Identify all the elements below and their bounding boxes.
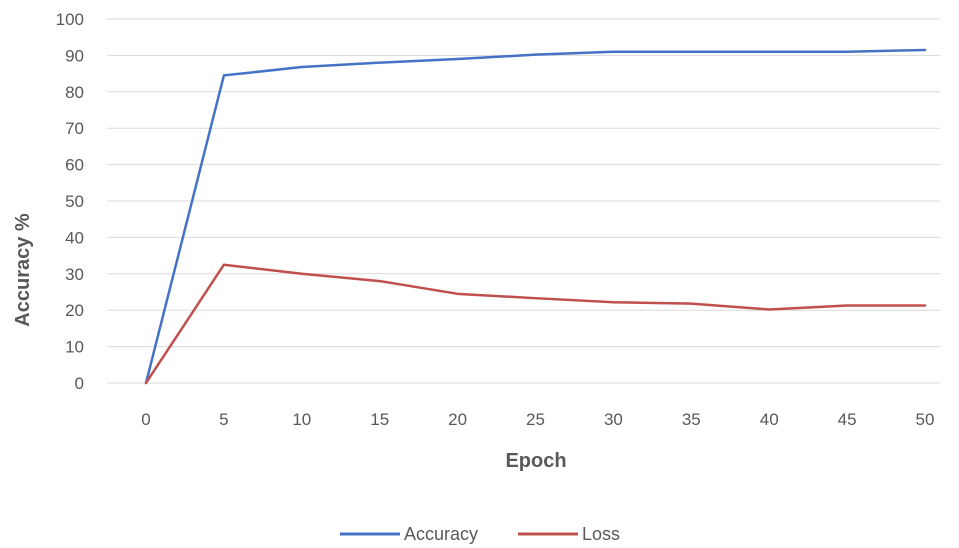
x-tick-label: 35 <box>682 410 701 429</box>
y-tick-label: 40 <box>65 228 84 247</box>
x-tick-label: 40 <box>760 410 779 429</box>
x-tick-label: 25 <box>526 410 545 429</box>
y-tick-label: 30 <box>65 265 84 284</box>
legend: Accuracy Loss <box>340 524 620 544</box>
x-tick-label: 15 <box>370 410 389 429</box>
y-tick-label: 50 <box>65 192 84 211</box>
legend-label-accuracy: Accuracy <box>404 524 478 544</box>
x-tick-label: 30 <box>604 410 623 429</box>
x-tick-label: 50 <box>916 410 935 429</box>
series-line-loss <box>144 263 927 385</box>
x-tick-label: 10 <box>292 410 311 429</box>
x-tick-label: 5 <box>219 410 228 429</box>
y-tick-label: 60 <box>65 156 84 175</box>
y-tick-label: 70 <box>65 119 84 138</box>
y-tick-label: 0 <box>75 374 84 393</box>
x-tick-label: 20 <box>448 410 467 429</box>
y-tick-label: 100 <box>56 10 84 29</box>
x-axis-title: Epoch <box>505 450 566 472</box>
gridlines <box>107 18 940 384</box>
x-tick-label: 0 <box>141 410 150 429</box>
series-line-accuracy <box>144 48 927 385</box>
y-tick-label: 90 <box>65 46 84 65</box>
legend-label-loss: Loss <box>582 524 620 544</box>
series-lines <box>144 48 927 385</box>
y-tick-label: 20 <box>65 301 84 320</box>
x-axis-ticks: 0 5 10 15 20 25 30 35 40 45 50 <box>141 410 934 429</box>
y-tick-label: 10 <box>65 338 84 357</box>
y-axis-ticks: 0 10 20 30 40 50 60 70 80 90 100 <box>56 10 84 393</box>
x-tick-label: 45 <box>838 410 857 429</box>
y-tick-label: 80 <box>65 83 84 102</box>
y-axis-title: Accuracy % <box>12 213 34 327</box>
